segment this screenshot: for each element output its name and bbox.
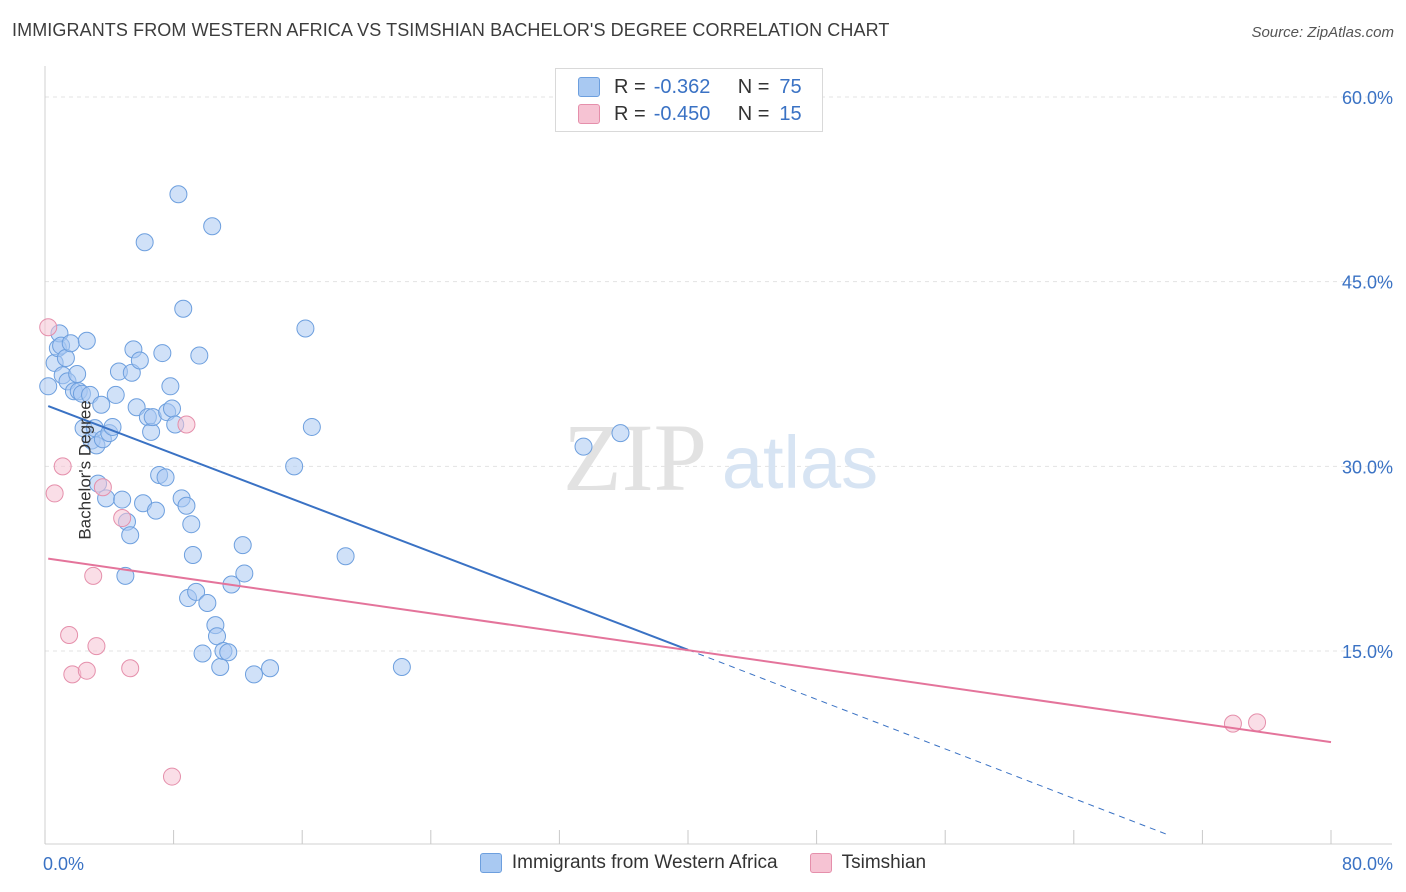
data-point-tsimshian <box>93 478 112 497</box>
trend-line-western-africa-extrapolated <box>687 649 1171 837</box>
gridlines <box>45 96 1392 652</box>
legend-n-value: 15 <box>779 102 802 125</box>
data-point-western-africa <box>611 424 630 443</box>
data-point-western-africa <box>169 185 188 204</box>
data-point-western-africa <box>182 515 201 534</box>
legend-swatch-blue <box>578 77 600 97</box>
legend-swatch-pink <box>809 853 832 873</box>
data-point-tsimshian <box>77 661 96 680</box>
data-point-western-africa <box>219 643 238 662</box>
data-point-western-africa <box>121 526 140 545</box>
legend-swatch-pink <box>578 104 600 124</box>
data-point-tsimshian <box>45 484 64 503</box>
watermark-zip: ZIP <box>563 404 707 511</box>
chart-title: IMMIGRANTS FROM WESTERN AFRICA VS TSIMSH… <box>12 20 890 40</box>
x-tick-label: 0.0% <box>43 854 84 874</box>
legend-r-label: R = <box>614 75 646 98</box>
data-point-western-africa <box>177 496 196 515</box>
correlation-legend: R = -0.362 N = 75 R = -0.450 N = 15 <box>555 68 823 132</box>
legend-item-tsimshian[interactable]: Tsimshian <box>809 852 927 874</box>
data-point-tsimshian <box>39 318 58 337</box>
chart-source: Source: ZipAtlas.com <box>1251 24 1394 41</box>
data-point-tsimshian <box>1248 713 1267 732</box>
y-axis-label: Bachelor's Degree <box>75 400 95 540</box>
legend-label-western-africa: Immigrants from Western Africa <box>511 852 778 873</box>
data-point-western-africa <box>261 659 280 678</box>
tick-labels: 15.0% 30.0% 45.0% 60.0% 0.0% 80.0% <box>43 88 1393 874</box>
data-point-western-africa <box>183 545 202 564</box>
data-point-tsimshian <box>84 566 103 585</box>
legend-item-western-africa[interactable]: Immigrants from Western Africa <box>479 852 778 874</box>
legend-row-western-africa: R = -0.362 N = 75 <box>578 74 802 100</box>
data-point-western-africa <box>61 334 80 353</box>
watermark-atlas: atlas <box>722 421 878 504</box>
trend-line-western-africa <box>47 405 689 651</box>
trend-lines <box>47 405 1332 837</box>
data-point-western-africa <box>392 658 411 677</box>
data-point-western-africa <box>153 344 172 363</box>
legend-n-label: N = <box>737 75 770 98</box>
data-point-western-africa <box>211 658 230 677</box>
data-point-western-africa <box>302 417 321 436</box>
data-point-western-africa <box>162 399 181 418</box>
legend-r-label: R = <box>614 102 646 125</box>
data-point-western-africa <box>244 665 263 684</box>
data-point-tsimshian <box>53 457 72 476</box>
data-point-western-africa <box>296 319 315 338</box>
data-point-tsimshian <box>162 767 181 786</box>
data-point-western-africa <box>193 644 212 663</box>
data-point-tsimshian <box>87 637 106 656</box>
legend-r-value: -0.362 <box>653 75 711 98</box>
data-point-western-africa <box>235 564 254 583</box>
data-point-western-africa <box>135 233 154 252</box>
y-tick-label: 15.0% <box>1342 642 1393 662</box>
data-point-western-africa <box>285 457 304 476</box>
legend-swatch-blue <box>479 853 502 873</box>
data-point-tsimshian <box>121 659 140 678</box>
series-legend: Immigrants from Western Africa Tsimshian <box>0 852 1406 874</box>
data-point-western-africa <box>106 385 125 404</box>
legend-row-tsimshian: R = -0.450 N = 15 <box>578 101 802 127</box>
legend-n-label: N = <box>737 102 770 125</box>
data-point-western-africa <box>203 217 222 236</box>
data-point-western-africa <box>92 395 111 414</box>
data-point-western-africa <box>68 365 87 383</box>
data-point-western-africa <box>116 566 135 585</box>
y-tick-label: 45.0% <box>1342 273 1393 293</box>
data-point-western-africa <box>187 582 206 601</box>
series-tsimshian-points <box>39 318 1267 786</box>
data-point-western-africa <box>336 547 355 566</box>
y-tick-label: 60.0% <box>1342 88 1393 108</box>
data-point-western-africa <box>156 468 175 487</box>
data-point-western-africa <box>233 536 252 555</box>
x-tick-label: 80.0% <box>1342 854 1393 874</box>
data-point-western-africa <box>174 299 193 318</box>
data-point-western-africa <box>77 331 96 350</box>
data-point-tsimshian <box>60 625 79 644</box>
data-point-tsimshian <box>113 509 132 528</box>
data-point-western-africa <box>161 377 180 396</box>
y-tick-label: 30.0% <box>1342 457 1393 477</box>
trend-line-tsimshian <box>48 557 1332 744</box>
legend-r-value: -0.450 <box>653 102 711 125</box>
legend-label-tsimshian: Tsimshian <box>841 852 927 873</box>
data-point-western-africa <box>146 501 165 520</box>
axes <box>44 66 1392 845</box>
data-point-western-africa <box>130 351 149 370</box>
data-point-tsimshian <box>177 415 196 434</box>
data-point-western-africa <box>574 437 593 456</box>
series-western-africa-points <box>39 185 630 684</box>
data-point-western-africa <box>113 490 132 509</box>
data-point-western-africa <box>198 593 217 612</box>
data-point-western-africa <box>39 377 58 396</box>
legend-n-value: 75 <box>779 75 802 98</box>
data-point-western-africa <box>190 346 209 365</box>
